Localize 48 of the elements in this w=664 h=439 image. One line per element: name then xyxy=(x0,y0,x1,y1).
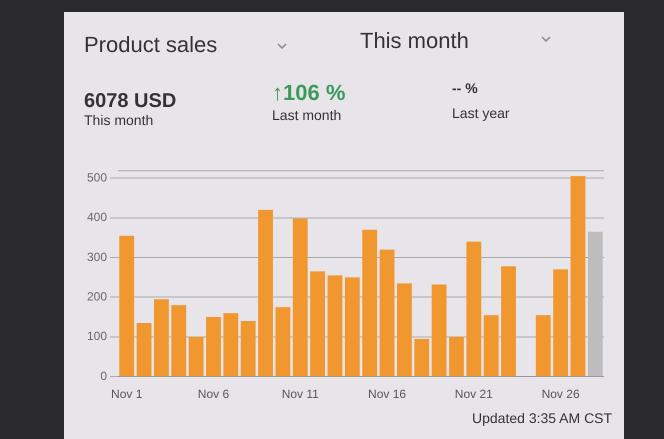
bar xyxy=(588,232,603,376)
x-tick-label: Nov 1 xyxy=(111,387,143,402)
bar xyxy=(362,230,378,376)
bar xyxy=(380,250,394,376)
y-tick-label: 300 xyxy=(86,250,108,264)
bar xyxy=(292,218,308,376)
bar xyxy=(171,305,186,376)
bar xyxy=(484,315,499,376)
bar xyxy=(119,236,134,376)
bar xyxy=(154,299,169,376)
text: This month xyxy=(84,112,154,128)
bar xyxy=(136,323,152,376)
bar xyxy=(432,284,447,376)
bar xyxy=(188,336,204,376)
text: ↑106 % xyxy=(272,80,346,106)
bar xyxy=(570,176,586,376)
x-tick-label: Nov 21 xyxy=(454,387,494,402)
chart-subtitle: This month xyxy=(360,28,469,54)
bar xyxy=(310,271,326,376)
text: Updated 3:35 AM CST xyxy=(472,410,612,426)
bar xyxy=(553,269,568,376)
bar xyxy=(223,313,238,376)
bar xyxy=(328,275,342,376)
y-tick-label: 400 xyxy=(86,210,108,224)
x-tick-label: Nov 26 xyxy=(542,387,580,402)
bar xyxy=(466,242,482,376)
text: 6078 USD xyxy=(84,90,176,113)
bar xyxy=(501,266,516,376)
bar xyxy=(258,210,273,376)
x-tick-label: Nov 11 xyxy=(282,387,320,402)
text: Last year xyxy=(452,105,510,121)
bar xyxy=(536,315,551,376)
bar xyxy=(414,338,430,376)
bar xyxy=(240,321,256,376)
y-tick-label: 100 xyxy=(86,329,108,344)
y-tick-label: 200 xyxy=(86,290,108,304)
y-tick-label: 0 xyxy=(100,368,108,383)
text: Last month xyxy=(272,107,342,123)
bar xyxy=(396,283,412,376)
bar xyxy=(206,317,221,376)
bar xyxy=(275,307,290,376)
chart-title: Product sales xyxy=(84,32,218,58)
y-tick-label: 500 xyxy=(86,170,108,184)
text: -- % xyxy=(452,80,478,96)
bar xyxy=(449,336,464,376)
x-tick-label: Nov 16 xyxy=(368,387,406,402)
bar xyxy=(344,277,360,376)
x-tick-label: Nov 6 xyxy=(198,387,230,402)
